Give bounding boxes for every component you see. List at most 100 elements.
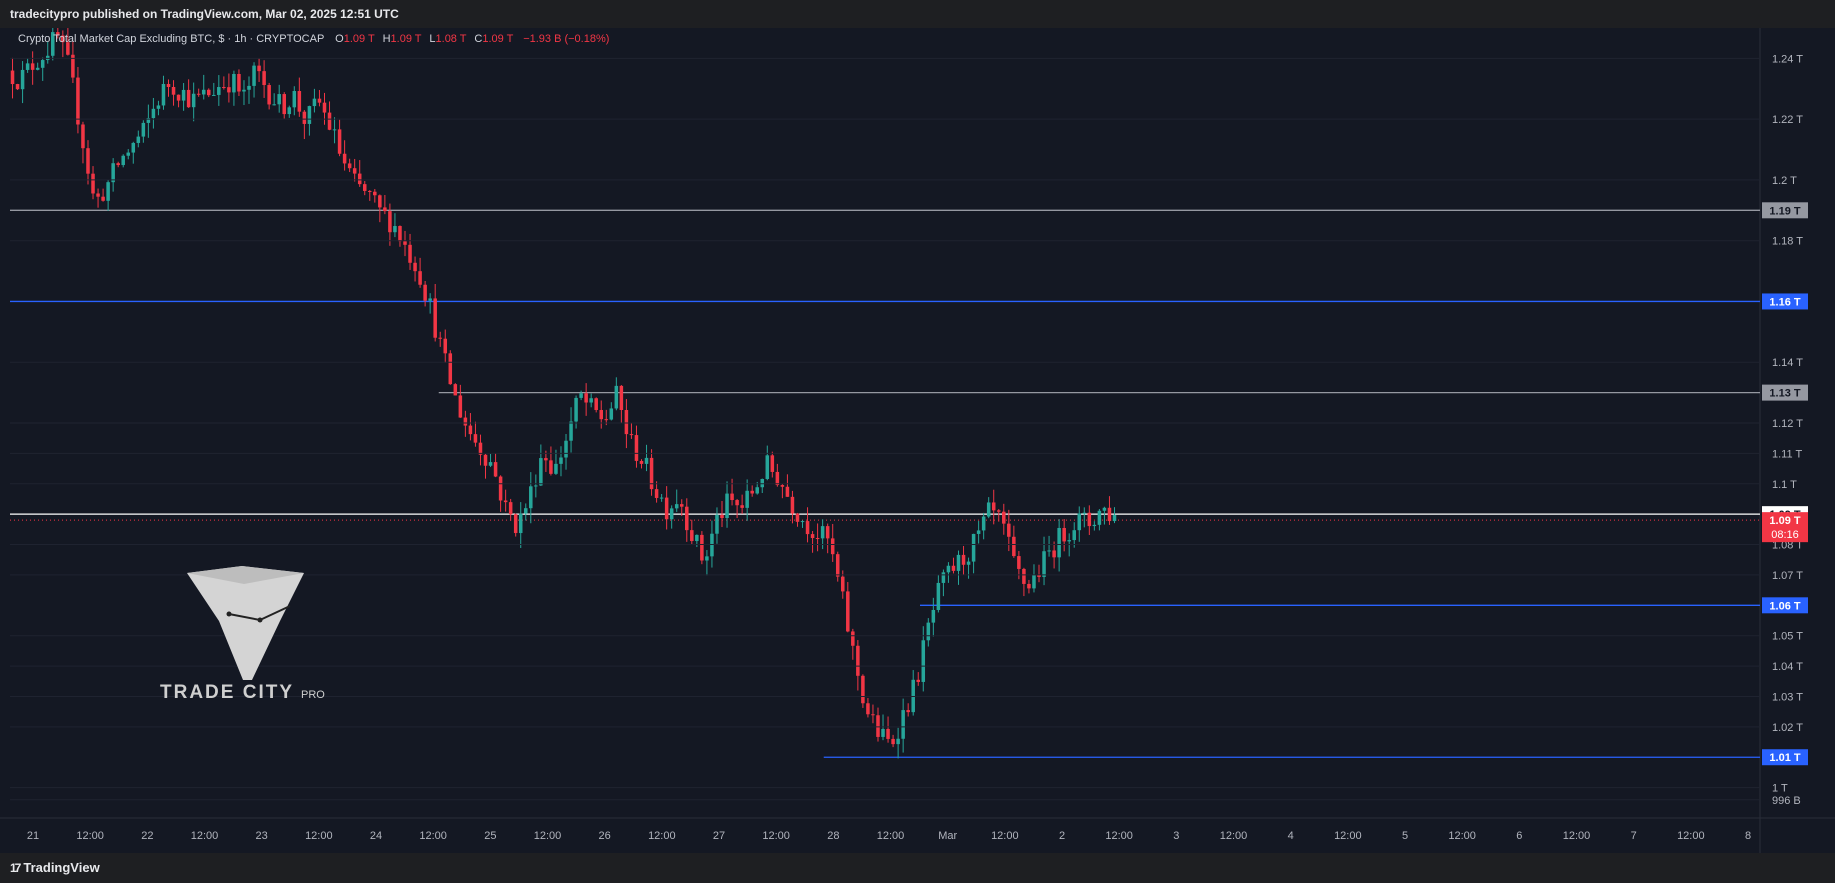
candle-body: [272, 104, 276, 106]
time-axis[interactable]: 21 12:00 22 12:00 23 12:00 24 12:00 25 12:00 26 12:…: [27, 830, 1751, 842]
candle-body: [438, 337, 442, 339]
candle-body: [443, 338, 448, 354]
candle-body: [1092, 524, 1097, 527]
last-price-label: 1.09 T: [1769, 515, 1800, 527]
candle-body: [866, 703, 870, 715]
candle-body: [589, 398, 593, 403]
candle-body: [690, 530, 694, 542]
candle-body: [106, 182, 110, 201]
candle-body: [292, 91, 297, 108]
candle-body: [1002, 511, 1006, 524]
y-tick-label: 1 T: [1772, 783, 1788, 795]
candle-body: [1112, 514, 1117, 522]
logo-dot-icon: [226, 611, 232, 617]
candle-body: [30, 63, 35, 70]
level-tag-label: 1.06 T: [1769, 600, 1800, 612]
candle-body: [86, 148, 90, 174]
candle-body: [780, 485, 785, 487]
y-tick-label: 1.03 T: [1772, 691, 1803, 703]
candle-body: [498, 476, 503, 501]
y-tick-label: 1.14 T: [1772, 357, 1803, 369]
tradingview-logo[interactable]: 17 TradingView: [10, 860, 100, 875]
candle-body: [991, 502, 996, 511]
x-tick-label: 26: [599, 830, 611, 842]
candle-body: [956, 554, 961, 571]
x-tick-label: 12:00: [1448, 830, 1476, 842]
candle-body: [941, 572, 946, 583]
last-price-tag: [1762, 512, 1808, 543]
candle-body: [61, 35, 65, 43]
candle-body: [493, 462, 498, 477]
x-tick-label: 5: [1402, 830, 1408, 842]
candle-body: [594, 398, 598, 410]
candle-body: [1047, 550, 1051, 552]
y-tick-label: 1.22 T: [1772, 114, 1803, 126]
legend-c-value: 1.09 T: [482, 33, 513, 45]
price-axis[interactable]: 1.24 T 1.22 T 1.2 T 1.18 T 1.14 T 1.12 T 1.11 …: [10, 53, 1803, 807]
candle-body: [906, 710, 910, 713]
candle-body: [10, 70, 15, 85]
candle-body: [951, 565, 956, 571]
publish-header: tradecitypro published on TradingView.co…: [0, 0, 1835, 28]
x-tick-label: 12:00: [191, 830, 219, 842]
candle-body: [790, 496, 795, 514]
candle-body: [141, 122, 146, 137]
x-tick-label: 12:00: [877, 830, 905, 842]
candle-body: [745, 490, 749, 508]
candlestick-chart[interactable]: 1.24 T 1.22 T 1.2 T 1.18 T 1.14 T 1.12 T 1.11 …: [0, 17, 1835, 853]
candle-body: [418, 271, 422, 285]
level-tag: [1762, 384, 1808, 401]
candle-body: [25, 63, 30, 70]
candle-body: [217, 87, 221, 95]
level-tag: [1762, 293, 1808, 310]
candle-body: [287, 107, 292, 115]
candle-body: [282, 94, 286, 115]
legend-change: −1.93 B (−0.18%): [523, 33, 609, 45]
candle-body: [121, 155, 125, 166]
candle-body: [1032, 574, 1036, 589]
candle-body: [76, 77, 80, 125]
candle-body: [1042, 551, 1046, 577]
candle-body: [96, 193, 100, 197]
candle-body: [700, 534, 704, 561]
candle-body: [1007, 523, 1011, 537]
candle-body: [1072, 530, 1076, 541]
candle-body: [101, 196, 105, 201]
candle-body: [35, 67, 40, 70]
candle-body: [408, 244, 412, 263]
candle-body: [876, 715, 880, 737]
candle-body: [896, 738, 900, 745]
candle-body: [378, 195, 382, 208]
candle-body: [725, 493, 729, 518]
candle-body: [695, 534, 699, 542]
x-tick-label: 12:00: [1563, 830, 1591, 842]
candle-body: [815, 538, 820, 540]
legend-l-value: 1.08 T: [436, 33, 467, 45]
candle-body: [81, 124, 85, 149]
candle-body: [518, 513, 523, 534]
candle-body: [805, 521, 810, 535]
candle-body: [851, 631, 855, 646]
x-tick-label: 12:00: [1105, 830, 1133, 842]
candle-body: [20, 69, 25, 90]
logo-dot-icon: [257, 617, 263, 623]
legend-l-label: L: [429, 33, 435, 45]
candle-body: [51, 32, 55, 56]
candle-body: [825, 526, 830, 539]
footer: 17 TradingView: [0, 853, 1835, 883]
x-tick-label: 12:00: [991, 830, 1019, 842]
x-tick-label: 25: [484, 830, 496, 842]
x-tick-label: 28: [827, 830, 839, 842]
candle-body: [1022, 568, 1026, 584]
candle-body: [564, 440, 568, 458]
level-tag: [1762, 749, 1808, 766]
candle-body: [191, 93, 196, 108]
candle-body: [413, 262, 417, 272]
candle-body: [393, 226, 397, 233]
logo-text: TRADE CITY: [160, 682, 294, 703]
candle-body: [463, 417, 468, 426]
level-tag: [1762, 597, 1808, 614]
chart-area[interactable]: 1.24 T 1.22 T 1.2 T 1.18 T 1.14 T 1.12 T 1.11 …: [0, 17, 1835, 853]
candle-body: [307, 106, 312, 124]
x-tick-label: Mar: [938, 830, 957, 842]
